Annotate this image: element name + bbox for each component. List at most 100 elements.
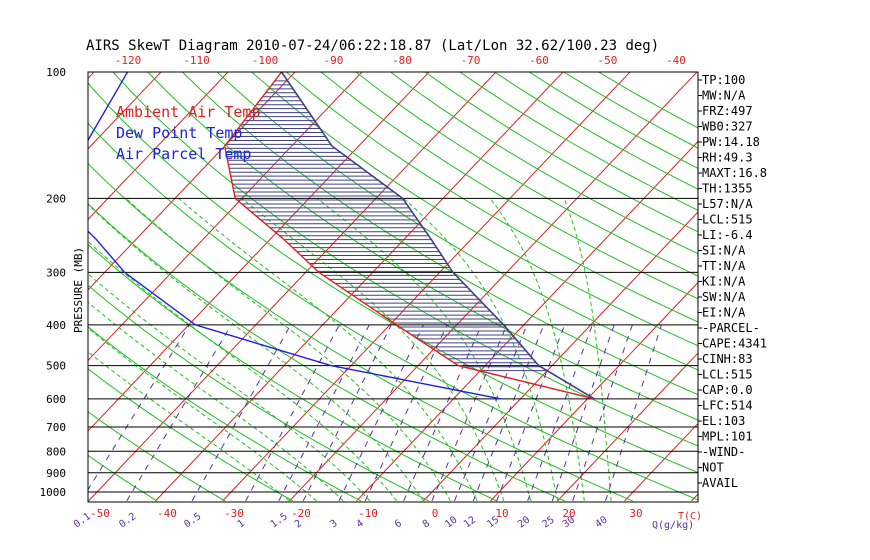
mixing-ratio-line bbox=[278, 324, 370, 502]
isotherm-line bbox=[624, 422, 698, 502]
isotherm-line bbox=[155, 72, 564, 502]
moist-adiabat-line bbox=[88, 327, 317, 502]
isotherm-line bbox=[0, 63, 36, 501]
dry-adiabat-line bbox=[88, 326, 362, 502]
dry-adiabat-line bbox=[88, 162, 633, 502]
moist-adiabat-line bbox=[125, 198, 451, 502]
dry-adiabat-line bbox=[88, 203, 565, 502]
top-temp-tick-label: -60 bbox=[529, 54, 549, 67]
dry-adiabat-line bbox=[88, 368, 294, 502]
index-label: LCL:515 bbox=[702, 368, 753, 382]
index-label: NOT bbox=[702, 461, 724, 475]
mixing-ratio-tick-label: 8 bbox=[421, 518, 432, 530]
top-temp-tick-label: -70 bbox=[461, 54, 481, 67]
mixing-ratio-tick-label: 3 bbox=[328, 518, 339, 530]
dry-adiabat-line bbox=[216, 72, 698, 371]
pressure-tick-label: 800 bbox=[46, 445, 66, 458]
mixing-ratio-line bbox=[403, 324, 483, 502]
isotherm-line bbox=[88, 72, 296, 291]
index-label: LI:-6.4 bbox=[702, 228, 753, 242]
isotherm-line bbox=[88, 72, 95, 80]
isotherm-line bbox=[759, 63, 870, 501]
mixing-ratio-tick-label: 10 bbox=[443, 515, 459, 531]
mixing-ratio-line bbox=[431, 324, 508, 502]
mixing-ratio-line bbox=[605, 324, 662, 502]
mixing-ratio-tick-label: 6 bbox=[393, 518, 404, 530]
legend-air-parcel-temp: Air Parcel Temp bbox=[116, 145, 251, 163]
mixing-ratio-line bbox=[496, 324, 566, 502]
mixing-ratio-unit-label: Q(g/kg) bbox=[652, 520, 694, 531]
moist-adiabat-line bbox=[88, 203, 424, 502]
top-temp-tick-label: -50 bbox=[598, 54, 618, 67]
index-label: MPL:101 bbox=[702, 430, 753, 444]
mixing-ratio-line bbox=[126, 324, 232, 502]
mixing-ratio-line bbox=[191, 324, 292, 502]
mixing-ratio-line bbox=[88, 324, 190, 491]
moist-adiabat-line bbox=[178, 198, 478, 502]
dry-adiabat-line bbox=[88, 243, 497, 502]
index-label: FRZ:497 bbox=[702, 104, 753, 118]
legend-ambient-temp: Ambient Air Temp bbox=[116, 103, 261, 121]
mixing-ratio-tick-label: 1.5 bbox=[269, 511, 290, 530]
dry-adiabat-line bbox=[112, 72, 698, 447]
mixing-ratio-tick-label: 12 bbox=[462, 515, 478, 531]
y-axis-label: PRESSURE (MB) bbox=[72, 247, 85, 333]
mixing-ratio-tick-label: 2 bbox=[293, 518, 304, 530]
dry-adiabat-line bbox=[286, 72, 698, 323]
index-label: SW:N/A bbox=[702, 290, 746, 304]
mixing-ratio-line bbox=[338, 324, 424, 502]
pressure-tick-label: 300 bbox=[46, 266, 66, 279]
dry-adiabat-line bbox=[390, 72, 698, 255]
index-label: TP:100 bbox=[702, 73, 745, 87]
mixing-ratio-tick-label: 0.2 bbox=[117, 511, 138, 530]
profiles bbox=[88, 72, 595, 400]
index-label: AVAIL bbox=[702, 476, 738, 490]
dry-adiabat-line bbox=[320, 72, 698, 300]
moist-adiabat-line bbox=[489, 198, 585, 501]
top-temp-tick-label: -90 bbox=[324, 54, 344, 67]
mixing-ratio-line bbox=[364, 324, 448, 502]
mixing-ratio-tick-label: 1 bbox=[236, 518, 247, 530]
mixing-ratio-line bbox=[245, 324, 340, 502]
top-temp-tick-label: -80 bbox=[392, 54, 412, 67]
dry-adiabat-line bbox=[494, 72, 698, 190]
bottom-temp-tick-label: 20 bbox=[562, 507, 575, 520]
bottom-temp-tick-label: -50 bbox=[90, 507, 110, 520]
top-temp-tick-label: -110 bbox=[183, 54, 210, 67]
dry-adiabat-line bbox=[147, 72, 698, 421]
pressure-tick-label: 900 bbox=[46, 467, 66, 480]
index-label: CAP:0.0 bbox=[702, 383, 753, 397]
index-label: RH:49.3 bbox=[702, 151, 753, 165]
bottom-temp-tick-label: -10 bbox=[358, 507, 378, 520]
isotherm-line bbox=[88, 72, 162, 150]
isotherm-line bbox=[490, 281, 698, 502]
isotherm-line bbox=[289, 72, 698, 502]
bottom-temp-tick-label: 10 bbox=[495, 507, 508, 520]
index-label: TT:N/A bbox=[702, 259, 746, 273]
pressure-tick-label: 500 bbox=[46, 360, 66, 373]
moist-adiabat-line bbox=[316, 198, 532, 502]
dry-adiabat-line bbox=[88, 411, 226, 502]
index-label: MAXT:16.8 bbox=[702, 166, 767, 180]
background-lines bbox=[0, 63, 870, 502]
index-label: L57:N/A bbox=[702, 197, 753, 211]
moist-adiabat-line bbox=[88, 351, 290, 502]
top-temp-tick-label: -100 bbox=[252, 54, 279, 67]
bottom-temp-tick-label: 30 bbox=[629, 507, 642, 520]
parcel-temp-line bbox=[280, 72, 595, 400]
isotherm-line bbox=[88, 72, 363, 362]
dry-adiabat-line bbox=[88, 82, 698, 474]
moist-adiabat-line bbox=[88, 240, 398, 502]
index-label: LFC:514 bbox=[702, 399, 753, 413]
pressure-tick-label: 200 bbox=[46, 192, 66, 205]
index-label: -WIND- bbox=[702, 445, 745, 459]
dry-adiabat-line bbox=[251, 72, 698, 347]
mixing-ratio-tick-label: 20 bbox=[516, 515, 532, 531]
index-label: -PARCEL- bbox=[702, 321, 760, 335]
mixing-ratio-line bbox=[453, 324, 528, 502]
isotherm-line bbox=[88, 72, 229, 221]
index-label: WB0:327 bbox=[702, 120, 753, 134]
index-label: EI:N/A bbox=[702, 306, 746, 320]
moist-adiabat-line bbox=[241, 198, 505, 502]
